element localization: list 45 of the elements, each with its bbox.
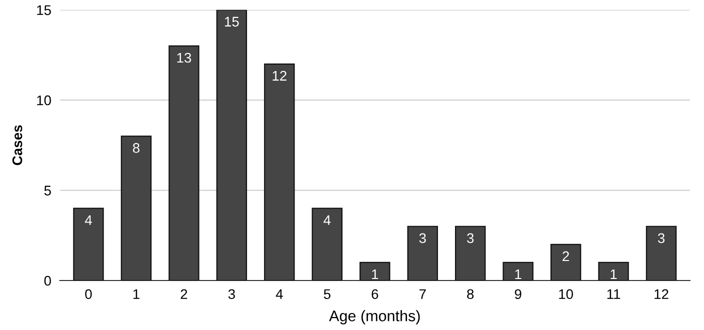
data-label: 2 [562,251,569,261]
x-tick-label: 4 [276,289,283,299]
x-tick-label: 0 [85,289,92,300]
y-tick-label: 0 [44,276,51,286]
bar [264,63,295,280]
data-label: 13 [177,52,192,63]
y-tick-label: 15 [37,5,51,16]
data-label: 3 [467,233,474,244]
bar [502,262,534,280]
data-label: 3 [419,233,426,244]
x-tick-label: 6 [372,289,378,300]
x-tick-label: 5 [324,289,330,300]
x-tick-label: 3 [228,289,235,300]
data-label: 3 [658,233,665,244]
x-tick-label: 8 [467,289,474,300]
x-tick-label: 9 [514,289,522,300]
data-label: 1 [515,269,522,280]
x-tick-label: 11 [607,289,620,299]
y-tick-label: 5 [44,186,51,196]
x-tick-label: 7 [419,289,426,299]
data-label: 1 [610,269,617,280]
bar [360,262,390,280]
y-tick-label: 10 [37,95,51,106]
y-axis-title: Cases [12,125,22,166]
x-tick-label: 12 [654,289,668,299]
x-tick-label: 2 [180,289,188,299]
data-label: 8 [132,143,140,153]
bar [407,226,438,280]
data-label: 4 [324,215,331,225]
bar [454,226,486,280]
data-label: 4 [84,215,92,225]
bar [312,208,342,280]
x-tick-label: 10 [559,289,573,300]
bar [120,136,152,280]
bar [73,208,104,280]
data-label: 15 [225,16,239,27]
x-axis-title: Age (months) [329,310,420,324]
x-tick-label: 1 [133,289,140,299]
bar [550,244,582,280]
bar [216,10,248,280]
bar [168,45,200,280]
data-label: 12 [272,70,286,81]
bar [646,226,677,280]
bar [598,262,629,280]
data-label: 1 [372,269,378,280]
